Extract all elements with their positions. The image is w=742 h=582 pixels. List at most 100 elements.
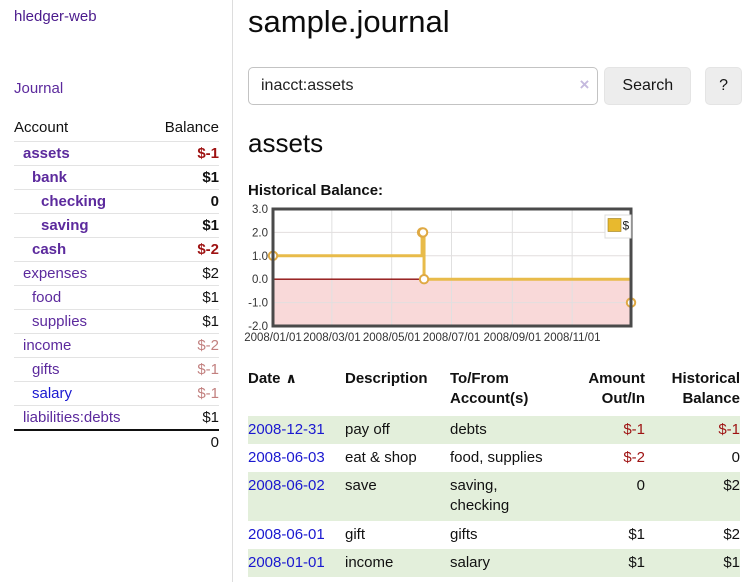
account-balance: $1 [149, 165, 219, 190]
page-title: sample.journal [248, 4, 450, 39]
total-spacer [14, 429, 150, 454]
transaction-row: 2008-06-01 gift gifts $1 $2 [248, 521, 740, 549]
sidebar-account-link-supplies[interactable]: supplies [32, 313, 88, 330]
account-balance: $1 [149, 309, 219, 334]
chart-xtick: 2008/07/01 [423, 332, 481, 344]
chart-title: Historical Balance: [248, 182, 384, 199]
transaction-balance: $2 [645, 472, 740, 521]
transaction-row: 2008-01-01 income salary $1 $1 [248, 548, 740, 577]
legend-label: $ [623, 219, 630, 233]
accounts-total-value: 0 [149, 429, 219, 454]
account-row: food $1 [14, 285, 219, 310]
transaction-amount: $1 [572, 548, 645, 577]
chart-ytick: -1.0 [248, 298, 268, 310]
transaction-balance: 0 [731, 448, 740, 466]
account-balance: $-1 [149, 141, 219, 166]
register-header-historical: Historical Balance [671, 370, 740, 408]
register-header-date: Date ∧ [248, 370, 297, 387]
chart-ytick: 3.0 [252, 204, 268, 216]
transaction-description: gift [345, 525, 366, 543]
sidebar-account-link-food[interactable]: food [32, 289, 62, 306]
chart-border [271, 207, 633, 328]
transaction-amount: $1 [628, 525, 645, 543]
chart-xtick: 2008/11/01 [544, 332, 601, 344]
transaction-description: eat & shop [345, 448, 417, 466]
sidebar: hledger-web Journal Account Balance asse… [0, 0, 233, 582]
app-brand-link[interactable]: hledger-web [14, 8, 97, 25]
transaction-description: save [345, 472, 450, 521]
accounts-header-account: Account [14, 119, 69, 136]
transaction-balance: $-1 [645, 415, 740, 444]
sidebar-account-link-income[interactable]: income [23, 337, 72, 354]
sidebar-account-link-saving[interactable]: saving [41, 217, 89, 234]
transaction-accounts: saving, checking [450, 472, 572, 521]
account-row: bank $1 [14, 165, 219, 190]
chart-ytick: 1.0 [252, 251, 268, 263]
transaction-balance: $2 [723, 525, 740, 543]
chart-xtick: 2008/05/01 [363, 332, 421, 344]
transaction-balance: $1 [645, 548, 740, 577]
main-content: sample.journal × Search ? assets Histori… [244, 0, 742, 577]
help-button[interactable]: ? [705, 67, 742, 105]
accounts-header-balance: Balance [164, 119, 219, 136]
chart-xtick: 2008/03/01 [303, 332, 361, 344]
chart-ytick: -2.0 [248, 321, 268, 333]
account-balance: $2 [149, 261, 219, 286]
account-balance: 0 [149, 189, 219, 214]
account-balance: $-2 [149, 333, 219, 358]
account-balance: $1 [149, 405, 219, 430]
chart-xtick: 2008/01/01 [244, 332, 302, 344]
historical-balance-chart: $3.0 2.0 1.0 0.0 -1.0 -2.0 2008/01/01 2008/03/0… [240, 204, 742, 347]
transaction-date-link[interactable]: 2008-06-01 [248, 525, 325, 543]
sidebar-item-journal[interactable]: Journal [14, 80, 64, 97]
account-row: checking 0 [14, 189, 219, 214]
chart-data-point [418, 274, 430, 285]
transaction-date-link[interactable]: 2008-01-01 [248, 553, 325, 571]
register-header-description: Description [345, 370, 428, 387]
account-balance: $-2 [149, 237, 219, 262]
sidebar-account-link-salary[interactable]: salary [32, 385, 73, 402]
account-row: salary $-1 [14, 381, 219, 406]
transaction-accounts: food, supplies [450, 448, 543, 466]
chart-xtick: 2008/09/01 [484, 332, 542, 344]
account-row: cash $-2 [14, 237, 219, 262]
chart-data-point [417, 227, 429, 238]
sidebar-account-link-assets[interactable]: assets [23, 145, 70, 162]
transaction-date-link[interactable]: 2008-06-03 [248, 448, 325, 466]
sidebar-account-link-liabilities-debts[interactable]: liabilities:debts [23, 409, 121, 426]
account-row: gifts $-1 [14, 357, 219, 382]
account-balance: $1 [149, 213, 219, 238]
account-row: income $-2 [14, 333, 219, 358]
account-row: assets $-1 [14, 141, 219, 166]
chart-ytick: 2.0 [252, 227, 268, 239]
account-balance: $-1 [149, 381, 219, 406]
accounts-table: Account Balance assets $-1 bank $1 checking 0… [14, 116, 219, 454]
account-row: saving $1 [14, 213, 219, 238]
account-heading: assets [248, 128, 324, 158]
accounts-total-row: 0 [14, 429, 219, 454]
clear-search-icon[interactable]: × [579, 75, 590, 94]
transaction-row: 2008-12-31 pay off debts $-1 $-1 [248, 415, 740, 444]
sidebar-account-link-checking[interactable]: checking [41, 193, 107, 210]
transaction-description: pay off [345, 415, 450, 444]
transaction-accounts: debts [450, 415, 572, 444]
account-row: supplies $1 [14, 309, 219, 334]
transaction-amount: 0 [572, 472, 645, 521]
sidebar-account-link-cash[interactable]: cash [32, 241, 67, 258]
legend-swatch-icon [607, 218, 622, 232]
transaction-date-link[interactable]: 2008-06-02 [248, 477, 325, 494]
account-row: expenses $2 [14, 261, 219, 286]
search-form: × Search ? [248, 67, 742, 105]
search-button[interactable]: Search [604, 67, 692, 105]
register-header-tofrom: To/From Account(s) [450, 370, 529, 408]
account-balance: $-1 [149, 357, 219, 382]
sidebar-account-link-expenses[interactable]: expenses [23, 265, 88, 282]
sidebar-account-link-gifts[interactable]: gifts [32, 361, 60, 378]
search-input[interactable] [248, 67, 599, 105]
sidebar-account-link-bank[interactable]: bank [32, 169, 68, 186]
transaction-row: 2008-06-03 eat & shop food, supplies $-2 0 [248, 444, 740, 472]
transaction-amount: $-2 [623, 448, 645, 466]
transaction-date-link[interactable]: 2008-12-31 [248, 420, 325, 438]
account-row: liabilities:debts $1 [14, 405, 219, 430]
